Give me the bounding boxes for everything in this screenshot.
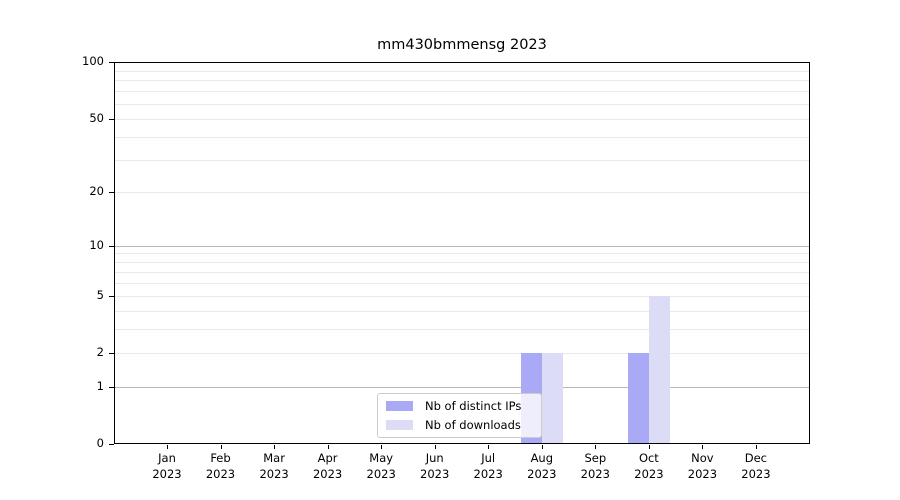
- y-tick-20: [109, 192, 114, 193]
- x-tick-label-mar-2023: Mar 2023: [244, 451, 304, 482]
- x-tick-label-line: Jun: [425, 451, 444, 465]
- x-tick-3: [327, 445, 329, 449]
- y-tick-label-1: 1: [96, 378, 104, 393]
- x-tick-label-line: 2023: [473, 466, 503, 481]
- x-tick-10: [702, 445, 704, 449]
- gridline-major-10: [114, 245, 810, 247]
- x-tick-1: [220, 445, 222, 449]
- bar-nb-of-downloads-oct-2023: [648, 295, 670, 444]
- y-tick-label-5: 5: [96, 287, 104, 302]
- x-tick-label-aug-2023: Aug 2023: [512, 451, 572, 482]
- y-tick-0: [109, 444, 114, 445]
- x-tick-label-line: Apr: [317, 451, 338, 465]
- legend-swatch-distinct-ips: [386, 401, 413, 411]
- legend-item-downloads: Nb of downloads: [386, 417, 533, 433]
- x-tick-label-line: Nov: [691, 451, 714, 465]
- y-tick-5: [109, 295, 114, 297]
- x-tick-8: [595, 445, 597, 449]
- x-tick-5: [434, 445, 436, 449]
- gridline-major-1: [114, 386, 810, 388]
- x-tick-label-apr-2023: Apr 2023: [298, 451, 358, 482]
- gridline-minor-40: [114, 136, 810, 138]
- gridline-minor-3: [114, 329, 810, 331]
- legend-label-distinct-ips: Nb of distinct IPs: [425, 399, 522, 413]
- x-tick-label-sep-2023: Sep 2023: [565, 451, 625, 482]
- x-tick-label-line: 2023: [741, 466, 771, 481]
- x-tick-label-dec-2023: Dec 2023: [726, 451, 786, 482]
- gridline-minor-80: [114, 80, 810, 82]
- gridline-minor-20: [114, 192, 810, 193]
- x-tick-label-line: Dec: [744, 451, 768, 465]
- gridline-minor-9: [114, 253, 810, 255]
- x-tick-label-line: 2023: [312, 466, 343, 481]
- x-tick-label-line: 2023: [259, 466, 289, 481]
- x-tick-4: [381, 445, 383, 449]
- x-tick-9: [648, 445, 650, 449]
- y-tick-label-20: 20: [89, 184, 104, 198]
- x-tick-label-line: 2023: [366, 466, 396, 481]
- x-tick-label-jan-2023: Jan 2023: [137, 451, 197, 482]
- gridline-minor-30: [114, 159, 810, 161]
- bar-nb-of-distinct-ips-oct-2023: [627, 353, 649, 444]
- gridline-minor-7: [114, 271, 810, 273]
- x-tick-2: [274, 445, 276, 449]
- x-tick-label-line: 2023: [420, 466, 450, 481]
- y-tick-1: [109, 386, 114, 388]
- x-tick-label-line: May: [369, 451, 394, 465]
- gridline-minor-70: [114, 91, 810, 93]
- x-tick-label-line: Aug: [530, 451, 554, 465]
- x-tick-label-line: 2023: [687, 466, 718, 481]
- y-tick-100: [109, 62, 114, 63]
- legend-label-downloads: Nb of downloads: [425, 418, 521, 432]
- y-tick-label-2: 2: [96, 345, 104, 360]
- x-tick-label-line: 2023: [152, 466, 182, 481]
- x-tick-label-oct-2023: Oct 2023: [619, 451, 679, 482]
- x-tick-label-line: Jul: [481, 451, 496, 465]
- x-tick-label-line: 2023: [205, 466, 236, 481]
- y-tick-label-10: 10: [89, 237, 104, 252]
- y-tick-2: [109, 353, 114, 355]
- x-tick-label-line: Feb: [210, 451, 231, 465]
- x-tick-label-feb-2023: Feb 2023: [191, 451, 251, 482]
- x-tick-11: [755, 445, 757, 449]
- legend-item-distinct-ips: Nb of distinct IPs: [386, 398, 533, 414]
- x-tick-label-line: Oct: [638, 451, 659, 465]
- x-tick-label-line: Mar: [263, 451, 285, 465]
- bar-nb-of-downloads-aug-2023: [541, 353, 563, 444]
- x-tick-0: [167, 445, 168, 449]
- x-tick-6: [488, 445, 490, 449]
- x-tick-label-jul-2023: Jul 2023: [458, 451, 518, 482]
- x-tick-7: [541, 445, 543, 449]
- x-tick-label-nov-2023: Nov 2023: [672, 451, 732, 482]
- x-tick-label-may-2023: May 2023: [351, 451, 411, 482]
- gridline-minor-5: [114, 295, 810, 297]
- gridline-minor-60: [114, 103, 810, 105]
- x-tick-label-line: 2023: [580, 466, 610, 481]
- y-tick-label-100: 100: [82, 54, 104, 68]
- gridline-minor-8: [114, 262, 810, 264]
- x-tick-label-jun-2023: Jun 2023: [405, 451, 465, 482]
- gridline-minor-2: [114, 353, 810, 355]
- gridline-minor-6: [114, 282, 810, 284]
- gridline-major-100: [114, 62, 810, 63]
- gridline-minor-90: [114, 70, 810, 72]
- x-tick-label-line: Jan: [158, 451, 176, 465]
- gridline-minor-4: [114, 310, 810, 312]
- x-tick-label-line: Sep: [584, 451, 607, 465]
- gridline-minor-50: [114, 118, 810, 120]
- y-tick-10: [109, 245, 114, 247]
- legend-swatch-downloads: [386, 420, 413, 430]
- y-tick-label-0: 0: [96, 436, 104, 450]
- chart-title: mm430bmmensg 2023: [377, 37, 547, 53]
- x-tick-label-line: 2023: [634, 466, 664, 481]
- y-tick-label-50: 50: [89, 110, 104, 125]
- legend: Nb of distinct IPs Nb of downloads: [377, 393, 542, 438]
- x-tick-label-line: 2023: [527, 466, 557, 481]
- y-tick-50: [109, 118, 114, 120]
